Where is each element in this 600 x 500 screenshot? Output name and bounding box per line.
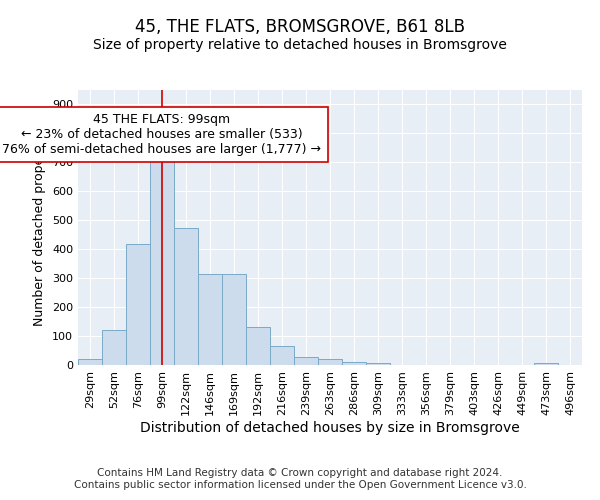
X-axis label: Distribution of detached houses by size in Bromsgrove: Distribution of detached houses by size … [140, 420, 520, 434]
Bar [102, 330, 126, 365]
Text: 45, THE FLATS, BROMSGROVE, B61 8LB: 45, THE FLATS, BROMSGROVE, B61 8LB [135, 18, 465, 36]
Bar [270, 346, 294, 365]
Bar [78, 359, 102, 365]
Bar [150, 153, 174, 365]
Bar [174, 228, 198, 365]
Text: 45 THE FLATS: 99sqm
← 23% of detached houses are smaller (533)
76% of semi-detac: 45 THE FLATS: 99sqm ← 23% of detached ho… [2, 113, 322, 156]
Text: Size of property relative to detached houses in Bromsgrove: Size of property relative to detached ho… [93, 38, 507, 52]
Bar [318, 359, 342, 365]
Bar [534, 362, 558, 365]
Bar [222, 274, 246, 365]
Bar [294, 357, 318, 365]
Y-axis label: Number of detached properties: Number of detached properties [34, 129, 46, 326]
Bar [246, 328, 270, 365]
Bar [342, 362, 366, 365]
Bar [126, 244, 150, 365]
Text: Contains HM Land Registry data © Crown copyright and database right 2024.
Contai: Contains HM Land Registry data © Crown c… [74, 468, 526, 490]
Bar [366, 362, 390, 365]
Bar [198, 274, 222, 365]
